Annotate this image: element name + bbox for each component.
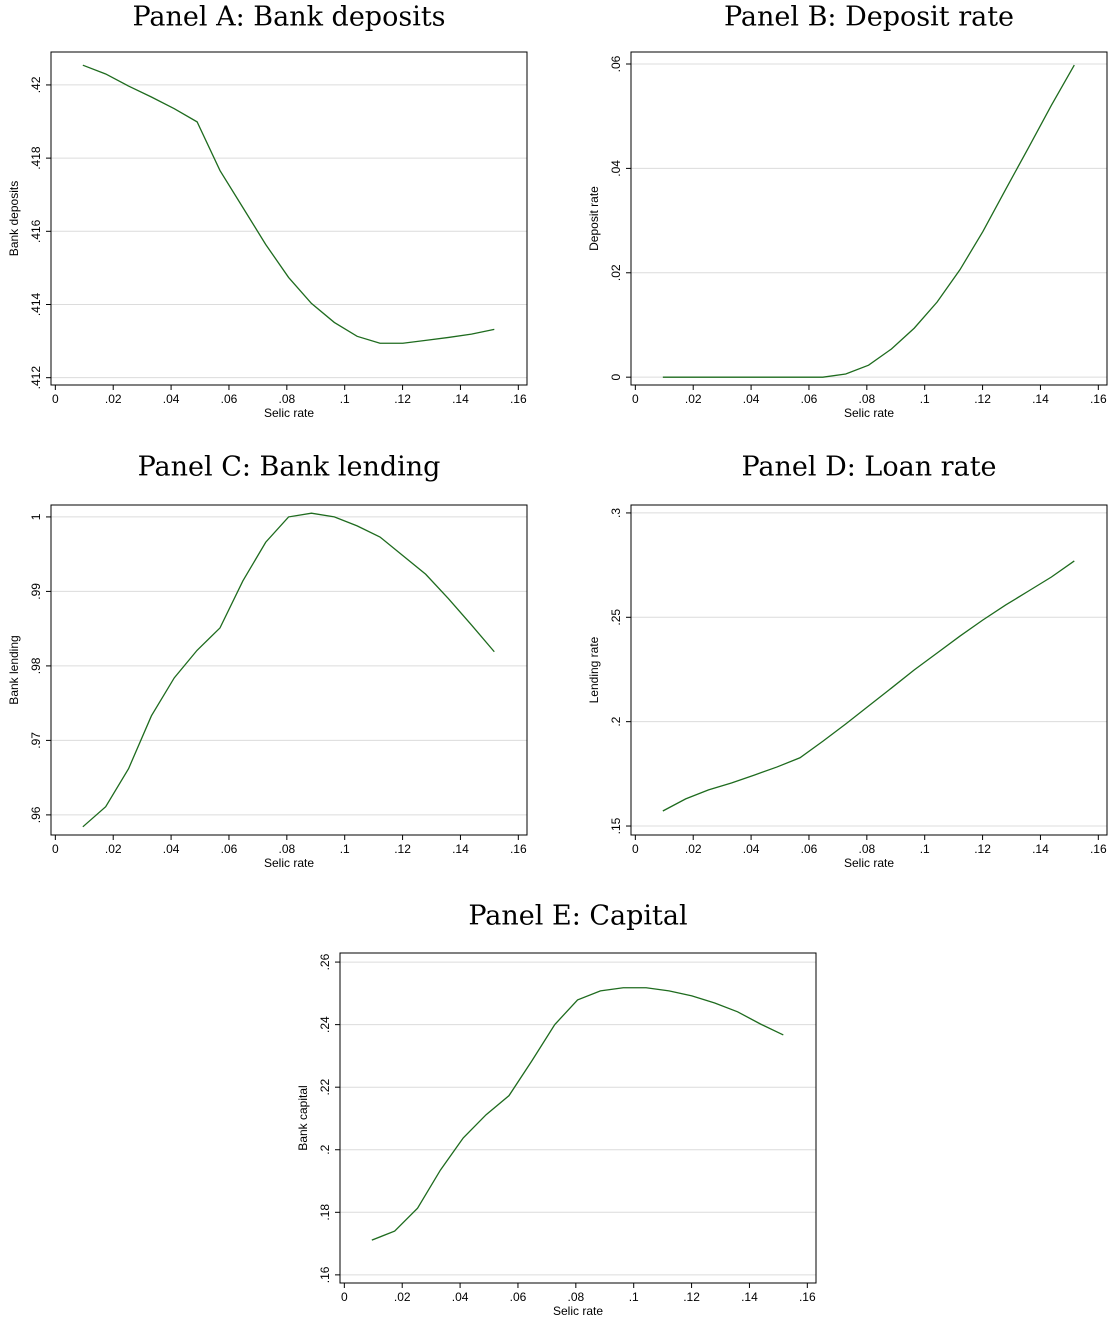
y-tick-label: .97 [29,732,43,749]
x-tick-label: .04 [163,842,180,856]
x-tick-label: .14 [452,392,469,406]
x-tick-label: .02 [394,1290,411,1304]
x-tick-label: .06 [801,842,818,856]
x-tick-label: 0 [52,842,59,856]
y-tick-label: .18 [318,1204,332,1221]
x-axis-label: Selic rate [844,856,894,870]
x-tick-label: .04 [163,392,180,406]
x-tick-label: .04 [743,392,760,406]
y-tick-label: .96 [29,806,43,823]
y-tick-label: .24 [318,1016,332,1033]
y-axis-label: Bank deposits [7,181,21,256]
y-tick-label: .25 [609,609,623,626]
y-tick-label: .02 [609,264,623,281]
panel-title: Panel C: Bank lending [138,452,441,483]
y-axis-label: Lending rate [587,636,601,703]
panel-title: Panel B: Deposit rate [724,2,1014,33]
x-tick-label: .16 [510,842,527,856]
x-tick-label: .1 [340,392,350,406]
y-tick-label: .412 [29,366,43,390]
x-tick-label: .16 [799,1290,816,1304]
x-axis-label: Selic rate [553,1304,603,1318]
y-tick-label: .414 [29,292,43,316]
x-tick-label: .02 [685,392,702,406]
x-tick-label: .08 [278,392,295,406]
y-axis-label: Bank capital [296,1085,310,1150]
data-line [371,987,784,1241]
panel-title: Panel E: Capital [468,901,687,932]
y-tick-label: .3 [609,508,623,518]
x-tick-label: 0 [52,392,59,406]
y-tick-label: .416 [29,219,43,243]
y-tick-label: .04 [609,160,623,177]
x-axis-label: Selic rate [264,856,314,870]
x-tick-label: .02 [105,392,122,406]
data-line [662,64,1075,378]
y-tick-label: 0 [609,374,623,381]
y-tick-label: .26 [318,953,332,970]
x-tick-label: .06 [221,392,238,406]
data-line [82,64,495,344]
data-line [82,512,495,828]
y-tick-label: .99 [29,583,43,600]
x-axis-label: Selic rate [264,406,314,420]
x-tick-label: .12 [974,842,991,856]
x-tick-label: .16 [1090,392,1107,406]
x-tick-label: .12 [394,842,411,856]
x-tick-label: .1 [340,842,350,856]
x-tick-label: .14 [1032,392,1049,406]
x-tick-label: .1 [920,392,930,406]
x-tick-label: .04 [743,842,760,856]
plot-frame [630,51,1108,386]
plot-frame [630,504,1108,836]
x-tick-label: .06 [510,1290,527,1304]
x-tick-label: .08 [858,392,875,406]
x-tick-label: .02 [685,842,702,856]
x-tick-label: .12 [394,392,411,406]
x-tick-label: 0 [341,1290,348,1304]
x-tick-label: .1 [629,1290,639,1304]
plot-frame [339,952,817,1284]
plot-frame [50,504,528,836]
y-tick-label: .06 [609,55,623,72]
x-tick-label: .08 [858,842,875,856]
x-tick-label: .12 [683,1290,700,1304]
panel-title: Panel D: Loan rate [741,452,996,483]
data-line [662,560,1075,812]
y-tick-label: 1 [29,513,43,520]
x-tick-label: .08 [278,842,295,856]
y-axis-label: Bank lending [7,635,21,704]
panel-title: Panel A: Bank deposits [132,2,445,33]
x-tick-label: .06 [221,842,238,856]
y-tick-label: .22 [318,1079,332,1096]
y-tick-label: .42 [29,76,43,93]
x-tick-label: .14 [452,842,469,856]
x-tick-label: .16 [510,392,527,406]
x-tick-label: .16 [1090,842,1107,856]
x-tick-label: .12 [974,392,991,406]
x-tick-label: .1 [920,842,930,856]
x-tick-label: .08 [567,1290,584,1304]
y-axis-label: Deposit rate [587,186,601,251]
x-tick-label: .06 [801,392,818,406]
x-tick-label: .14 [741,1290,758,1304]
y-tick-label: .15 [609,817,623,834]
x-tick-label: .02 [105,842,122,856]
x-tick-label: .04 [452,1290,469,1304]
y-tick-label: .418 [29,146,43,170]
x-tick-label: 0 [632,842,639,856]
x-axis-label: Selic rate [844,406,894,420]
plot-frame [50,51,528,386]
x-tick-label: .14 [1032,842,1049,856]
y-tick-label: .98 [29,657,43,674]
y-tick-label: .2 [609,716,623,726]
y-tick-label: .16 [318,1266,332,1283]
x-tick-label: 0 [632,392,639,406]
y-tick-label: .2 [318,1144,332,1154]
